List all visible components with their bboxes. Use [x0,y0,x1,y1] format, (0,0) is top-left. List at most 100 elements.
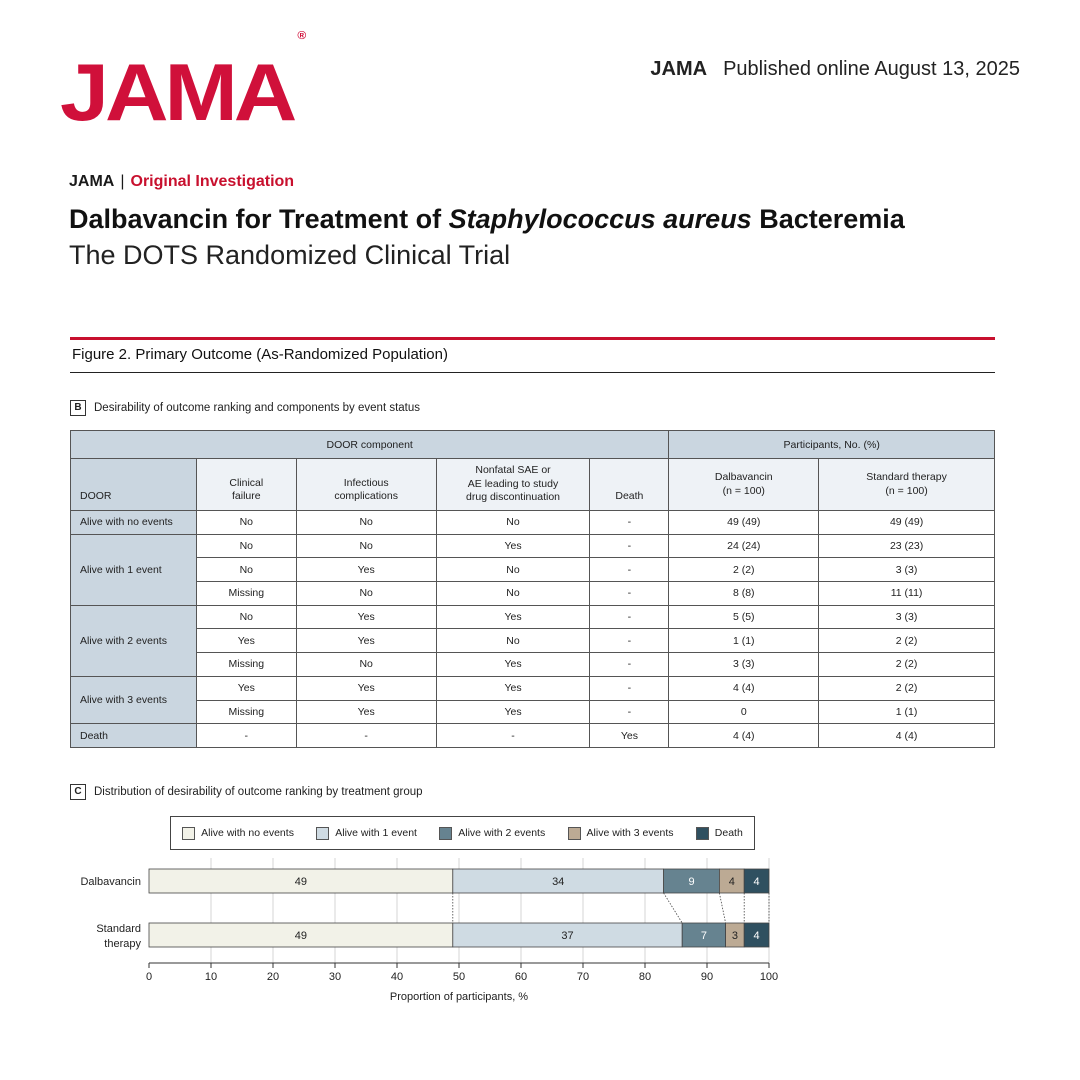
legend-swatch [439,826,453,840]
data-label: 49 [295,930,307,942]
table-cell: 23 (23) [818,533,995,559]
bar-segment [148,868,454,894]
table-cell: 4 (4) [668,723,820,748]
x-tick-label: 50 [453,971,465,983]
table-cell: 2 (2) [818,628,995,654]
door-component-header: DOOR component [69,430,670,459]
column-header-death: Death [589,458,670,511]
table-row: Alive with 3 events Yes Yes Yes -4 (4) 2 (2) [70,675,995,725]
data-label: 49 [295,876,307,888]
table-cell: - [589,675,670,701]
bar-segment [452,922,683,948]
column-header-door: DOOR [70,458,197,511]
door-category: Alive with 2 events [70,604,197,677]
door-category: Alive with 1 event [70,533,197,606]
table-row: Missing No No -8 (8) 11 (11) [71,581,995,606]
figure-title-rule [70,372,995,373]
panel-c-caption: Distribution of desirability of outcome … [94,786,423,798]
data-label: 4 [729,876,735,888]
table-cell: No [435,581,591,606]
table-row: Alive with no events No No No -49 (49) 49 (49… [70,510,995,535]
data-label: 3 [732,930,738,942]
table-cell: Missing [195,652,297,677]
x-tick-label: 0 [146,971,152,983]
x-tick-label: 40 [391,971,403,983]
data-label: 34 [552,876,564,888]
door-category: Alive with 3 events [70,675,197,725]
table-cell: - [435,723,591,748]
data-label: 4 [754,930,760,942]
journal-name: JAMA [650,58,708,80]
article-title: Dalbavancin for Treatment of Staphylococ… [69,204,905,234]
article-section: JAMA | Original Investigation [69,173,295,190]
column-header-sae: Nonfatal SAE or AE leading to study drug d… [435,458,591,511]
legend-swatch [182,826,196,840]
panel-b-label: B Desirability of outcome ranking and com… [70,400,420,416]
table-row: Missing Yes Yes -0 1 (1) [71,699,995,725]
legend-label: Alive with 2 events [458,827,546,839]
data-label: 4 [754,876,760,888]
article-subtitle: The DOTS Randomized Clinical Trial [69,240,511,270]
door-category: Death [70,723,197,748]
bar-segment [681,922,727,948]
legend-item: Alive with no events [182,826,294,840]
table-cell: Yes [295,699,437,725]
column-header-infectious: Infectious complications [295,458,437,511]
article-type: Original Investigation [130,173,295,190]
legend-item: Death [695,826,743,840]
legend-label: Death [714,827,743,839]
bar-segment [452,868,664,894]
table-row: Alive with 2 events No Yes Yes -5 (5) 3 (3) [70,604,995,677]
connector-line [663,892,683,924]
data-label: 37 [561,930,573,942]
legend-swatch [567,826,581,840]
bar-segment [148,922,454,948]
table-cell: - [589,652,670,677]
door-table: DOOR component Participants, No. (%) DOO… [69,430,995,748]
table-cell: No [295,510,437,535]
table-cell: No [435,510,591,535]
table-cell: 4 (4) [668,675,820,701]
chart-legend: Alive with no events Alive with 1 event Al… [170,816,755,850]
x-axis-label: Proportion of participants, % [390,991,528,1003]
legend-item: Alive with 2 events [439,826,546,840]
x-tick-label: 80 [639,971,651,983]
x-tick-label: 100 [760,971,778,983]
table-cell: - [589,510,670,535]
jama-logo: JAMA® [60,28,307,138]
column-header-standard: Standard therapy (n = 100) [818,458,995,511]
table-cell: Yes [435,699,591,725]
table-cell: Yes [195,675,297,701]
panel-b-caption: Desirability of outcome ranking and comp… [94,402,421,414]
door-category: Alive with no events [70,510,197,535]
table-cell: - [195,723,297,748]
table-cell: 0 [668,699,820,725]
table-cell: - [589,533,670,559]
table-cell: No [435,628,591,654]
section-journal: JAMA [69,173,115,190]
bar-segment [743,922,770,948]
table-cell: - [589,699,670,725]
table-cell: 2 (2) [818,675,995,701]
legend-label: Alive with 1 event [335,827,417,839]
table-cell: No [195,510,297,535]
table-row: Yes Yes No -1 (1) 2 (2) [71,628,995,654]
table-cell: - [589,628,670,654]
table-cell: 1 (1) [818,699,995,725]
table-cell: Yes [435,675,591,701]
data-label: 7 [701,930,707,942]
bar-segment [743,868,770,894]
x-tick-label: 10 [205,971,217,983]
x-tick-label: 20 [267,971,279,983]
legend-item: Alive with 1 event [316,826,417,840]
panel-c-label: C Distribution of desirability of outcome… [70,784,423,800]
table-row: Alive with 1 event No No Yes -24 (24) 23 (23) [70,533,995,606]
figure-title: Figure 2. Primary Outcome (As-Randomized… [72,346,448,363]
publication-line: JAMA Published online August 13, 2025 [650,58,1020,81]
y-category-label: Standard therapy [96,923,141,950]
y-category-label: Dalbavancin [80,876,141,888]
x-tick-label: 70 [577,971,589,983]
table-cell: - [295,723,437,748]
table-cell: No [295,581,437,606]
table-cell: Missing [195,699,297,725]
